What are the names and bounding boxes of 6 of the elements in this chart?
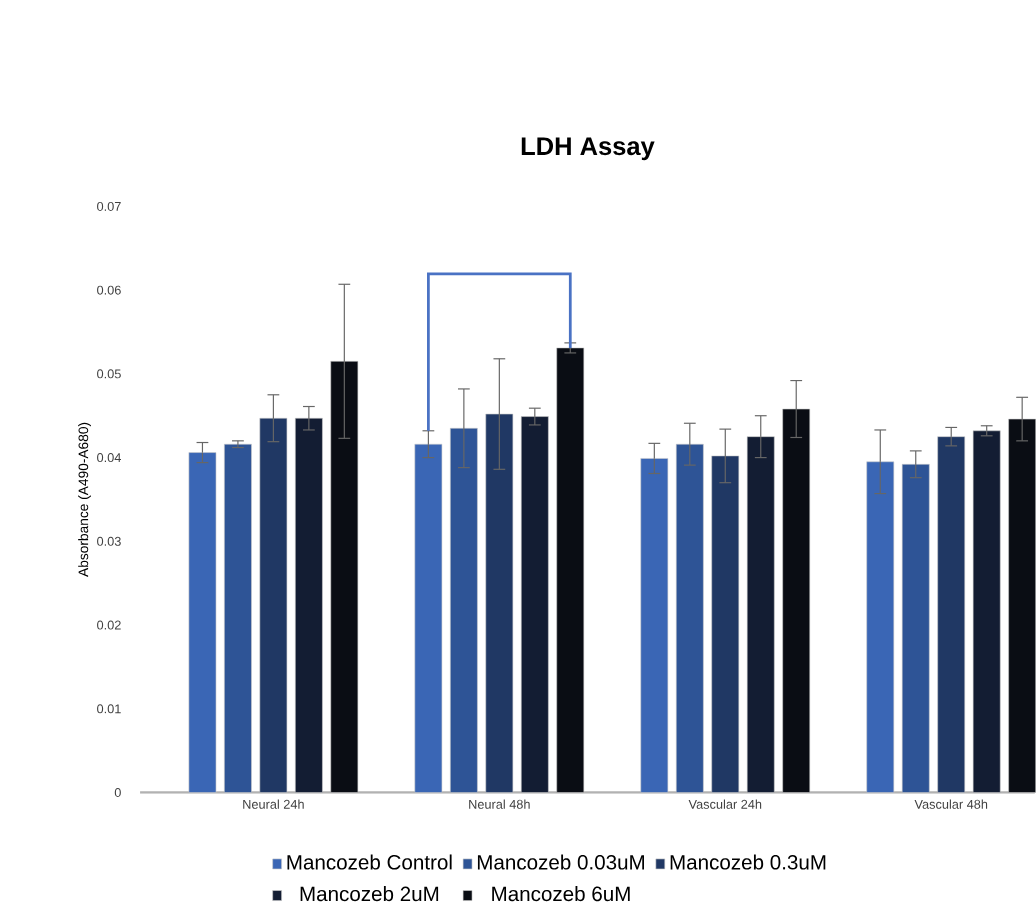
legend-label: Mancozeb Control: [287, 854, 452, 870]
legend-label: Mancozeb 6uM: [492, 886, 630, 902]
legend-label: Mancozeb 0.03uM: [477, 854, 644, 870]
legend-label: Mancozeb 0.3uM: [670, 854, 826, 870]
legend-label: Mancozeb 2uM: [300, 886, 439, 902]
chart-title: LDH Assay: [521, 137, 655, 161]
